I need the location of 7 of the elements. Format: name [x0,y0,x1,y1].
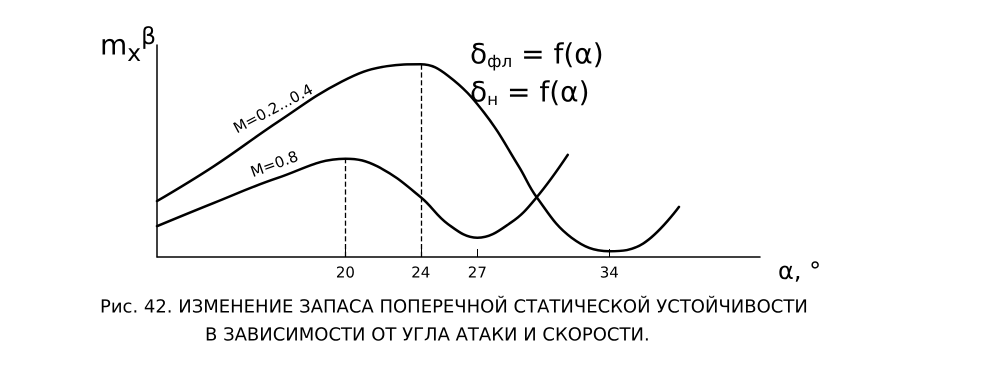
text: Рис. 42. ИЗМЕНЕНИЕ ЗАПАСА ПОПЕРЕЧНОЙ СТАТИЧЕСКОЙ УСТОЙЧИВОСТИ [100,296,808,318]
text: В ЗАВИСИМОСТИ ОТ УГЛА АТАКИ И СКОРОСТИ. [205,324,650,346]
x-tick-label: 20 [336,264,355,282]
x-tick-label: 34 [600,264,619,282]
x-tick-label: 24 [411,264,430,282]
x-tick-label: 27 [468,264,487,282]
x-axis-title: α, ° [778,257,822,285]
